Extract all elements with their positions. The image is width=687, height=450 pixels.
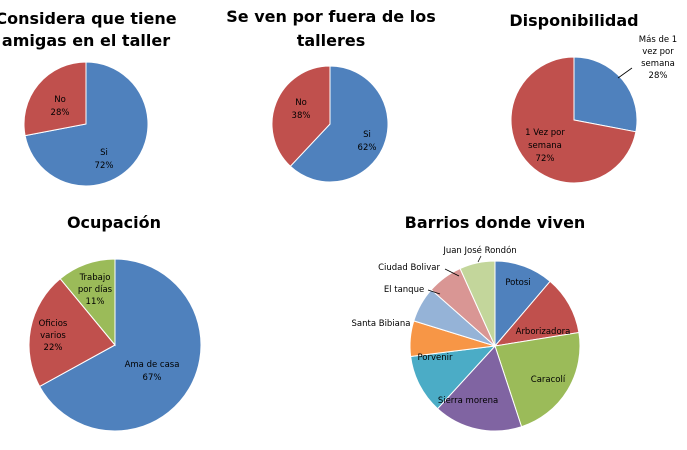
- pie-slice-si: [24, 61, 149, 187]
- slice-label-el-tanque: El tanque: [384, 285, 424, 295]
- slice-label-juan-jose-rondon: Juan José Rondón: [442, 245, 516, 256]
- slice-label-oficios-varios: Oficios varios 22%: [39, 319, 68, 353]
- leader-line: [444, 268, 460, 277]
- slice-label-caracoli: Caracolí: [531, 375, 566, 385]
- pie-chart-2: Se ven por fuera de los talleres Si 62% No 38…: [226, 7, 436, 183]
- slice-label-ciudad-bolivar: Ciudad Bolivar: [378, 263, 440, 273]
- slice-label-mas-de-1-vez-por-semana: Más de 1 vez por semana 28%: [639, 35, 677, 81]
- pie-slice-oficios-varios: [28, 278, 116, 388]
- leader-line: [427, 289, 441, 295]
- slice-label-si: Si 72%: [95, 148, 114, 171]
- slice-label-sierra-morena: Sierra morena: [438, 396, 498, 406]
- pie-slice-trabajo-por-dias: [59, 258, 116, 347]
- slice-label-no: No 28%: [51, 95, 70, 118]
- slice-label-santa-bibiana: Santa Bibiana: [352, 319, 411, 329]
- pie-chart-1: Considera que tiene amigas en el taller Si…: [0, 9, 177, 187]
- slice-label-no: No 38%: [292, 98, 311, 121]
- slice-label-trabajo-por-dias: Trabajo por días 11%: [78, 273, 113, 307]
- pie-chart-5: Barrios donde viven Potosi Arborizadora Car…: [352, 213, 586, 432]
- leader-line: [617, 67, 633, 79]
- slice-label-ama-de-casa: Ama de casa 67%: [125, 360, 180, 383]
- slice-label-1-vez-por-semana: 1 Vez por semana 72%: [525, 128, 565, 164]
- chart-title: amigas en el taller: [2, 31, 170, 50]
- slice-label-si: Si 62%: [358, 130, 377, 153]
- chart-title: talleres: [297, 31, 366, 50]
- pie-slice-sierra-morena: [436, 345, 523, 432]
- chart-title: Considera que tiene: [0, 9, 177, 28]
- pie-slice-no: [23, 61, 87, 137]
- leader-line: [477, 255, 482, 263]
- slice-label-arborizadora: Arborizadora: [516, 327, 571, 337]
- slice-label-potosi: Potosi: [505, 278, 530, 288]
- pie-slice-1-vez-por-semana: [510, 56, 637, 184]
- pie-slice-ama-de-casa: [38, 258, 202, 432]
- pie-slice-caracoli: [494, 331, 581, 428]
- chart-title: Ocupación: [67, 213, 161, 232]
- pie-slice-no: [271, 65, 331, 167]
- chart-title: Disponibilidad: [509, 11, 638, 30]
- pie-slice-mas-de-1-vez-por-semana: [573, 56, 638, 133]
- chart-title: Barrios donde viven: [405, 213, 586, 232]
- chart-title: Se ven por fuera de los: [226, 7, 435, 26]
- pie-slice-juan-jose-rondon: [459, 260, 496, 347]
- pie-chart-4: Ocupación Ama de casa 67% Oficios varios 22% T…: [28, 213, 202, 432]
- slice-label-porvenir: Porvenir: [417, 353, 453, 363]
- pie-slice-si: [289, 65, 389, 183]
